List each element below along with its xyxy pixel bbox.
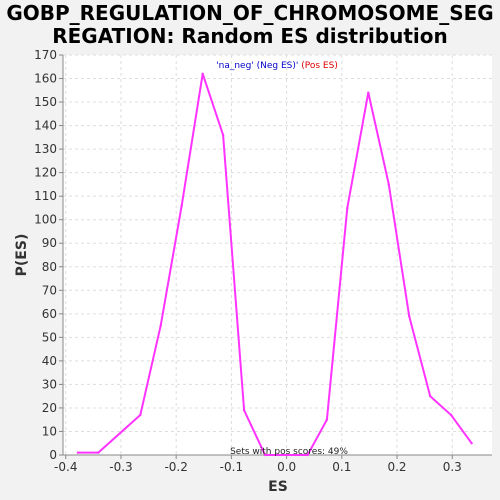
axes: 0 10 20 30 40 50 60 70 80 90 100 110 120 130 140 150 160… [34,48,492,474]
y-tick-label: 170 [34,48,57,62]
data-point [367,91,370,94]
data-point [221,133,225,137]
data-point [242,409,246,412]
data-point [428,394,432,398]
y-tick-label: 50 [42,330,57,344]
y-tick-label: 110 [34,189,57,203]
x-tick-label: -0.2 [164,460,187,474]
y-tick-label: 0 [49,448,57,462]
x-axis-label: ES [268,479,288,495]
x-tick-label: 0.2 [387,460,406,474]
x-tick-label: -0.3 [109,460,132,474]
legend-neg-label: 'na_neg' (Neg ES) [216,61,296,71]
y-tick-label: 70 [42,283,57,297]
data-point [139,413,142,417]
data-point [97,451,100,454]
y-tick-label: 120 [34,166,57,180]
plot-area [63,55,492,455]
data-point [449,413,453,417]
data-point [263,453,267,457]
chart-legend: 'na_neg' (Neg ES)' (Pos ES) [216,61,338,71]
legend-pos-label: (Pos ES) [298,61,337,71]
y-tick-label: 150 [34,95,57,109]
data-point [470,442,473,445]
x-tick-label: 0.3 [443,460,462,474]
data-point [306,453,309,457]
chart-title: GOBP_REGULATION_OF_CHROMOSOME_SEG REGATI… [0,2,500,48]
series-layer [76,72,473,457]
chart-title-line-1: GOBP_REGULATION_OF_CHROMOSOME_SEG [6,1,494,25]
data-point [407,314,411,318]
data-point [325,418,329,421]
y-tick-label: 130 [34,142,57,156]
x-tick-label: 0.0 [277,460,296,474]
y-axis-label: P(ES) [14,234,30,277]
y-tick-label: 100 [34,213,57,227]
y-tick-label: 140 [34,119,57,133]
y-tick-label: 160 [34,72,57,86]
data-point [387,183,390,186]
y-tick-label: 90 [42,236,57,250]
y-tick-label: 20 [42,401,57,415]
y-tick-label: 80 [42,260,57,274]
chart-title-line-2: REGATION: Random ES distribution [52,24,448,48]
x-tick-label: -0.1 [220,460,243,474]
y-tick-label: 40 [42,354,57,368]
y-tick-label: 10 [42,424,57,438]
y-tick-label: 60 [42,307,57,321]
data-point [76,451,80,454]
x-tick-label: 0.1 [332,460,351,474]
data-point [159,324,162,327]
data-point [180,204,183,207]
legend-pos-quote: ' [296,61,298,71]
y-tick-label: 30 [42,377,57,391]
data-point [346,206,349,210]
data-point [285,453,288,457]
data-point [201,72,204,76]
pos-score-annotation: Sets with pos scores: 49% [230,447,348,457]
x-tick-label: -0.4 [54,460,77,474]
